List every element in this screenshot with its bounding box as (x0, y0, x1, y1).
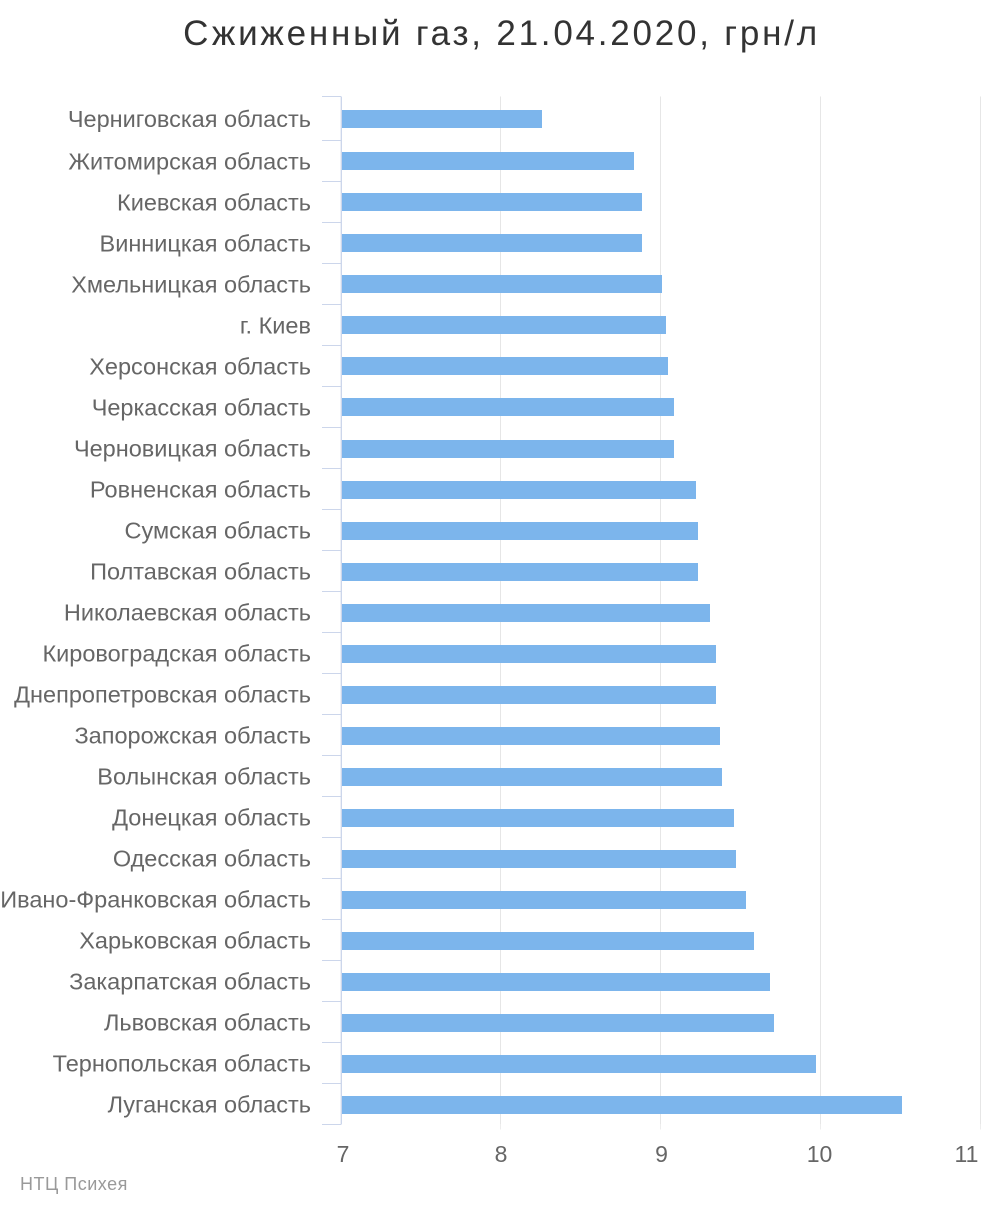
svg-text:Хмельницкая область: Хмельницкая область (71, 271, 311, 297)
svg-text:Закарпатская область: Закарпатская область (69, 968, 311, 994)
svg-text:11: 11 (955, 1141, 979, 1167)
svg-text:10: 10 (807, 1141, 833, 1167)
svg-text:Житомирская область: Житомирская область (68, 148, 311, 174)
svg-text:Черниговская область: Черниговская область (68, 106, 311, 132)
svg-text:Винницкая область: Винницкая область (100, 230, 311, 256)
svg-text:8: 8 (495, 1141, 508, 1167)
svg-text:Запорожская область: Запорожская область (74, 722, 311, 748)
svg-text:г. Киев: г. Киев (240, 312, 311, 338)
svg-text:9: 9 (655, 1141, 668, 1167)
svg-text:Киевская область: Киевская область (117, 189, 311, 215)
svg-text:Луганская область: Луганская область (108, 1091, 311, 1117)
svg-text:Ровненская область: Ровненская область (90, 476, 311, 502)
svg-text:Сумская область: Сумская область (125, 517, 312, 543)
svg-text:Николаевская область: Николаевская область (64, 599, 311, 625)
svg-text:Одесская область: Одесская область (113, 845, 311, 871)
svg-text:Херсонская область: Херсонская область (89, 353, 311, 379)
svg-text:Ивано-Франковская область: Ивано-Франковская область (0, 886, 311, 912)
svg-text:НТЦ Психея: НТЦ Психея (20, 1174, 128, 1194)
svg-text:7: 7 (337, 1141, 350, 1167)
svg-text:Черкасская область: Черкасская область (92, 394, 311, 420)
svg-text:Полтавская область: Полтавская область (90, 558, 311, 584)
svg-text:Львовская область: Львовская область (104, 1009, 311, 1035)
svg-text:Черновицкая область: Черновицкая область (74, 435, 311, 461)
svg-text:Харьковская область: Харьковская область (79, 927, 311, 953)
svg-text:Кировоградская область: Кировоградская область (42, 640, 311, 666)
svg-text:Донецкая область: Донецкая область (112, 804, 311, 830)
svg-text:Сжиженный газ, 21.04.2020, грн: Сжиженный газ, 21.04.2020, грн/л (183, 14, 820, 53)
svg-text:Волынская область: Волынская область (97, 763, 311, 789)
svg-text:Днепропетровская область: Днепропетровская область (14, 681, 311, 707)
svg-text:Тернопольская область: Тернопольская область (53, 1050, 311, 1076)
